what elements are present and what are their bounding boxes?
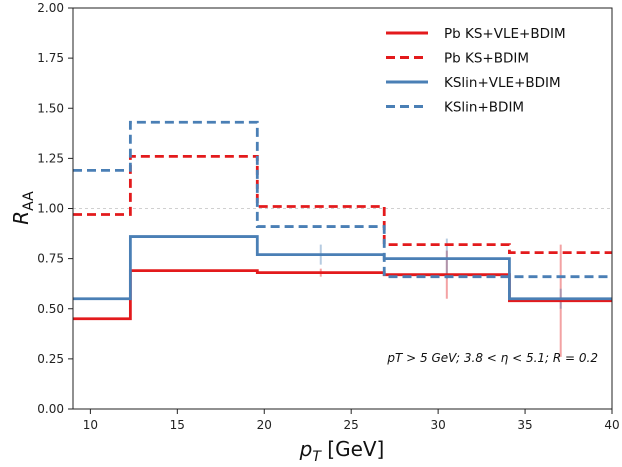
series-line-3 [73, 235, 612, 301]
y-tick-label: 1.75 [37, 51, 64, 65]
y-tick-label: 0.25 [37, 352, 64, 366]
legend-label: Pb KS+BDIM [444, 51, 529, 67]
y-axis-label-sub: AA [21, 191, 37, 211]
legend-label: KSlin+BDIM [444, 100, 524, 116]
series-line-4 [73, 120, 612, 279]
x-axis-ticks: 10 15 20 25 30 35 40 [83, 409, 620, 432]
y-axis-label: RAA [9, 191, 37, 225]
x-axis-label-main: p [299, 437, 313, 461]
plot-area [73, 8, 612, 409]
legend-label: KSlin+VLE+BDIM [444, 75, 561, 91]
y-tick-label: 1.25 [37, 151, 64, 165]
x-tick-label: 35 [517, 418, 532, 432]
x-tick-label: 40 [604, 418, 619, 432]
x-axis-label-unit: [GeV] [321, 437, 384, 461]
x-axis-label: pT [GeV] [299, 437, 385, 465]
x-tick-label: 10 [83, 418, 98, 432]
y-tick-label: 2.00 [37, 1, 64, 15]
y-tick-label: 0.75 [37, 252, 64, 266]
x-tick-label: 15 [170, 418, 185, 432]
legend: Pb KS+VLE+BDIM Pb KS+BDIM KSlin+VLE+BDIM KS… [386, 26, 566, 116]
series-line-2 [73, 154, 612, 255]
x-tick-label: 30 [430, 418, 445, 432]
y-tick-label: 1.50 [37, 101, 64, 115]
legend-label: Pb KS+VLE+BDIM [444, 26, 566, 42]
x-axis-label-sub: T [312, 449, 322, 465]
y-tick-label: 0.50 [37, 302, 64, 316]
x-tick-label: 20 [257, 418, 272, 432]
y-tick-label: 1.00 [37, 202, 64, 216]
series-layer [73, 120, 612, 321]
y-tick-label: 0.00 [37, 402, 64, 416]
y-axis-ticks: 0.00 0.25 0.50 0.75 1.00 1.25 1.50 1.75 2.00 [37, 1, 73, 416]
x-tick-label: 25 [344, 418, 359, 432]
y-axis-label-main: R [9, 211, 33, 225]
annotation: pT > 5 GeV; 3.8 < η < 5.1; R = 0.2 [386, 351, 598, 365]
